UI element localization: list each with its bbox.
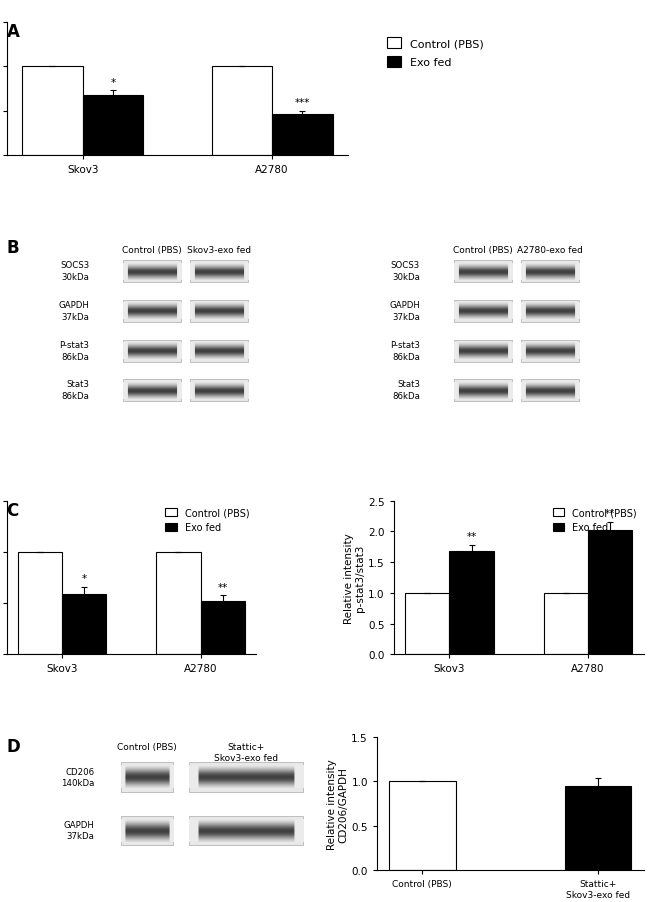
Text: Stat3: Stat3 (397, 380, 420, 389)
Bar (565, 786, 631, 870)
FancyBboxPatch shape (189, 762, 303, 792)
Text: Control (PBS): Control (PBS) (453, 245, 513, 254)
FancyBboxPatch shape (190, 380, 248, 401)
Bar (83, 96, 143, 156)
FancyBboxPatch shape (123, 261, 181, 283)
Text: C: C (6, 502, 19, 519)
Text: 37kDa: 37kDa (66, 831, 94, 840)
Text: 86kDa: 86kDa (392, 352, 420, 361)
FancyBboxPatch shape (120, 815, 173, 845)
Text: P-stat3: P-stat3 (390, 340, 420, 349)
Text: 86kDa: 86kDa (61, 391, 89, 400)
FancyBboxPatch shape (190, 300, 248, 323)
Y-axis label: Relative intensity
CD206/GAPDH: Relative intensity CD206/GAPDH (327, 759, 348, 849)
FancyBboxPatch shape (521, 380, 579, 401)
Text: **: ** (218, 582, 228, 592)
Bar (157, 552, 201, 655)
Text: **: ** (467, 531, 476, 541)
FancyBboxPatch shape (454, 340, 512, 362)
Text: GAPDH: GAPDH (64, 820, 94, 829)
Text: B: B (6, 238, 19, 256)
Bar (211, 67, 272, 156)
Text: **: ** (605, 509, 615, 519)
Text: A: A (6, 23, 20, 41)
Text: *: * (82, 574, 87, 584)
Bar (62, 594, 107, 655)
Text: Skov3-exo fed: Skov3-exo fed (187, 245, 252, 254)
Text: D: D (6, 737, 20, 755)
Text: A2780-exo fed: A2780-exo fed (517, 245, 583, 254)
Legend: Control (PBS), Exo fed: Control (PBS), Exo fed (384, 35, 487, 71)
FancyBboxPatch shape (189, 815, 303, 845)
FancyBboxPatch shape (454, 300, 512, 323)
Text: 30kDa: 30kDa (392, 273, 420, 281)
FancyBboxPatch shape (454, 261, 512, 283)
Text: SOCS3: SOCS3 (60, 262, 89, 271)
Text: *: * (111, 78, 116, 87)
Text: SOCS3: SOCS3 (391, 262, 420, 271)
Bar (588, 530, 632, 655)
Legend: Control (PBS), Exo fed: Control (PBS), Exo fed (164, 506, 252, 535)
FancyBboxPatch shape (123, 340, 181, 362)
Bar (272, 115, 333, 156)
Bar (18, 552, 62, 655)
Bar (543, 594, 588, 655)
Bar (22, 67, 83, 156)
Bar (389, 781, 456, 870)
FancyBboxPatch shape (190, 261, 248, 283)
Text: 30kDa: 30kDa (61, 273, 89, 281)
FancyBboxPatch shape (123, 300, 181, 323)
Text: 140kDa: 140kDa (61, 778, 94, 787)
Text: Control (PBS): Control (PBS) (117, 742, 177, 751)
Bar (405, 594, 449, 655)
FancyBboxPatch shape (454, 380, 512, 401)
Text: Control (PBS): Control (PBS) (122, 245, 182, 254)
Text: ***: *** (294, 98, 310, 108)
Text: P-stat3: P-stat3 (59, 340, 89, 349)
FancyBboxPatch shape (190, 340, 248, 362)
FancyBboxPatch shape (123, 380, 181, 401)
FancyBboxPatch shape (521, 340, 579, 362)
Text: GAPDH: GAPDH (58, 300, 89, 309)
Text: 86kDa: 86kDa (61, 352, 89, 361)
Legend: Control (PBS), Exo fed: Control (PBS), Exo fed (551, 506, 639, 535)
Text: 37kDa: 37kDa (392, 312, 420, 321)
FancyBboxPatch shape (120, 762, 173, 792)
Bar (449, 551, 493, 655)
FancyBboxPatch shape (521, 261, 579, 283)
Text: 37kDa: 37kDa (61, 312, 89, 321)
Y-axis label: Relative intensity
p-stat3/stat3: Relative intensity p-stat3/stat3 (344, 532, 365, 623)
Text: GAPDH: GAPDH (389, 300, 420, 309)
Text: Stat3: Stat3 (66, 380, 89, 389)
Bar (201, 602, 245, 655)
Text: Stattic+
Skov3-exo fed: Stattic+ Skov3-exo fed (214, 742, 278, 762)
FancyBboxPatch shape (521, 300, 579, 323)
Text: CD206: CD206 (66, 767, 94, 776)
Text: 86kDa: 86kDa (392, 391, 420, 400)
